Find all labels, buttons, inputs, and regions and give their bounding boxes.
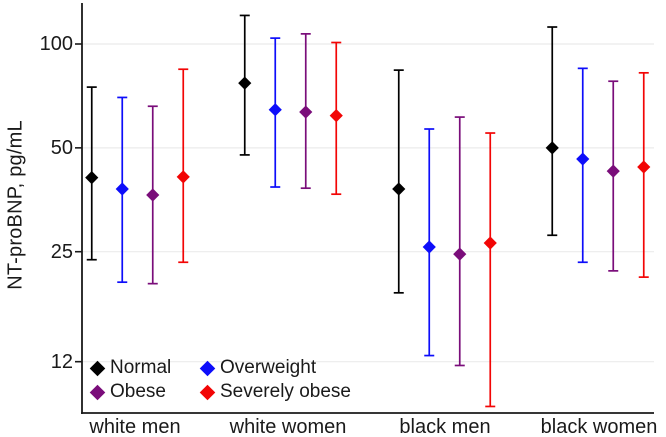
legend-item: Severely obese bbox=[199, 381, 351, 403]
y-tick-label: 50 bbox=[50, 136, 73, 159]
point-marker bbox=[576, 152, 590, 166]
y-axis-label: NT-proBNP, pg/mL bbox=[4, 120, 27, 290]
x-category-label: black women bbox=[540, 416, 658, 437]
y-tick-label: 25 bbox=[50, 240, 73, 263]
point-marker bbox=[329, 109, 343, 123]
point-marker bbox=[606, 164, 620, 178]
legend-item: Obese bbox=[89, 381, 166, 403]
legend-label: Normal bbox=[110, 357, 172, 378]
x-category-label: white women bbox=[229, 416, 347, 437]
point-marker bbox=[85, 170, 99, 185]
x-category-label: white men bbox=[89, 416, 181, 437]
legend-label: Overweight bbox=[220, 357, 317, 378]
legend-diamond-icon bbox=[89, 360, 106, 376]
point-marker bbox=[238, 76, 252, 90]
point-marker bbox=[637, 160, 651, 174]
y-tick-label: 12 bbox=[50, 350, 73, 373]
legend-diamond-icon bbox=[199, 360, 216, 376]
point-marker bbox=[299, 105, 313, 119]
point-marker bbox=[268, 103, 282, 117]
point-marker bbox=[422, 240, 436, 254]
point-marker bbox=[392, 182, 406, 196]
point-marker bbox=[146, 188, 160, 202]
point-marker bbox=[176, 170, 190, 184]
point-marker bbox=[545, 141, 559, 155]
legend-diamond-icon bbox=[199, 384, 216, 400]
legend-item: Overweight bbox=[199, 357, 317, 379]
point-marker bbox=[115, 182, 129, 196]
legend-item: Normal bbox=[89, 357, 172, 379]
point-marker bbox=[483, 236, 497, 250]
legend-label: Obese bbox=[110, 381, 166, 402]
legend-diamond-icon bbox=[89, 384, 106, 400]
y-tick-label: 100 bbox=[39, 33, 73, 55]
point-marker bbox=[453, 247, 467, 261]
legend-label: Severely obese bbox=[220, 381, 351, 402]
x-category-label: black men bbox=[399, 416, 491, 437]
